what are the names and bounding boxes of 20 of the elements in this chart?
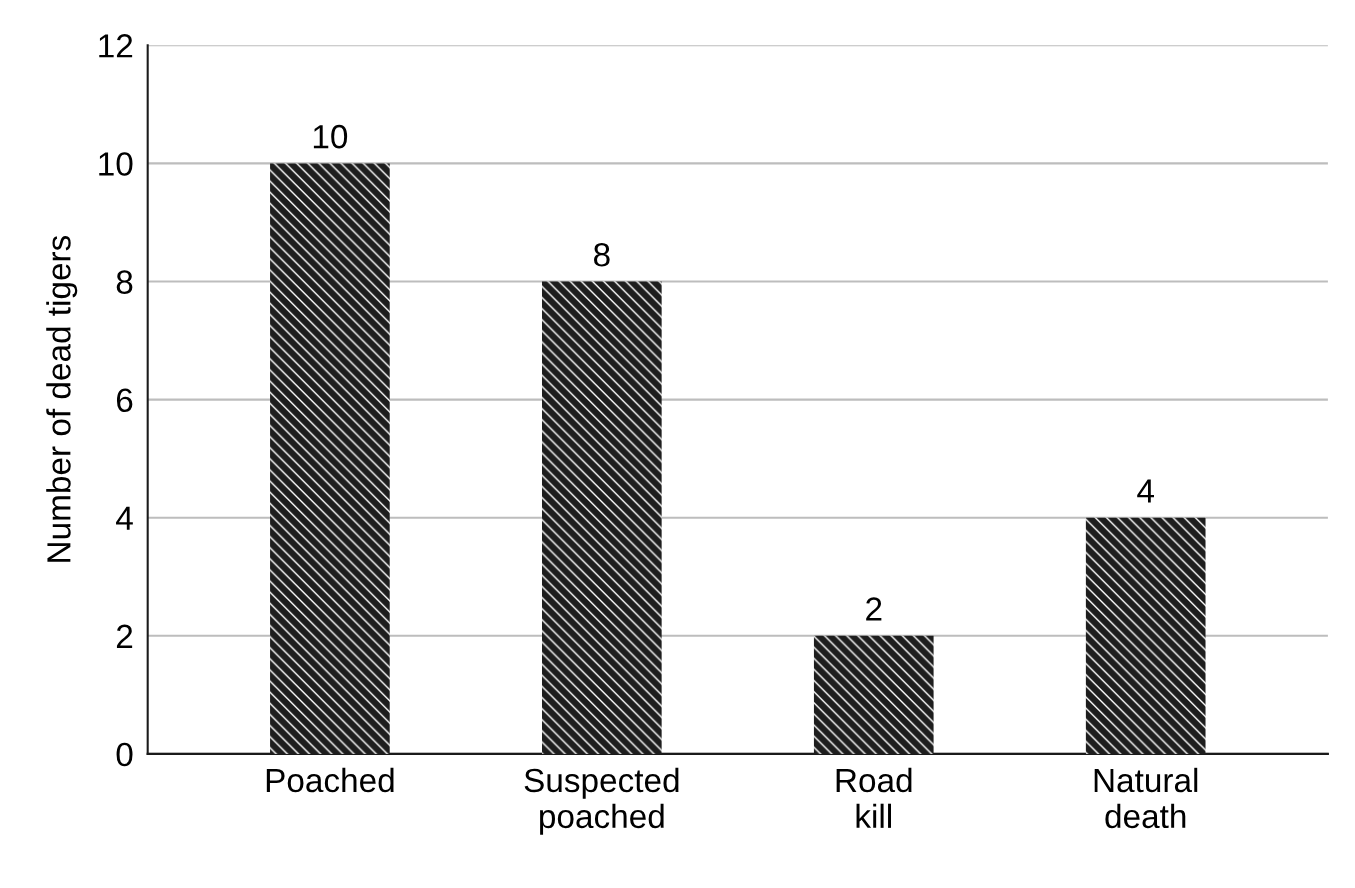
bar: [1085, 517, 1206, 754]
y-tick-label: 12: [99, 34, 133, 58]
y-tick-label: 0: [116, 742, 133, 767]
x-tick-label: Natural death: [1094, 767, 1198, 829]
y-axis-title: Number of dead tigers: [46, 235, 78, 562]
y-tick-label: 6: [116, 388, 133, 413]
x-tick-label: Road kill: [836, 767, 912, 828]
data-label: 4: [1137, 479, 1154, 503]
y-tick-label: 10: [99, 152, 133, 176]
bar: [270, 163, 390, 754]
x-tick-label: Suspected poached: [524, 767, 679, 835]
y-tick-label: 4: [116, 506, 133, 530]
x-tick-label: Poached: [266, 767, 394, 793]
data-label: 10: [313, 124, 348, 149]
bar: [542, 281, 662, 754]
bar: [813, 635, 934, 754]
y-tick-label: 2: [116, 624, 133, 648]
data-label: 8: [594, 242, 610, 267]
y-tick-label: 8: [116, 270, 133, 294]
data-label: 2: [866, 597, 882, 621]
